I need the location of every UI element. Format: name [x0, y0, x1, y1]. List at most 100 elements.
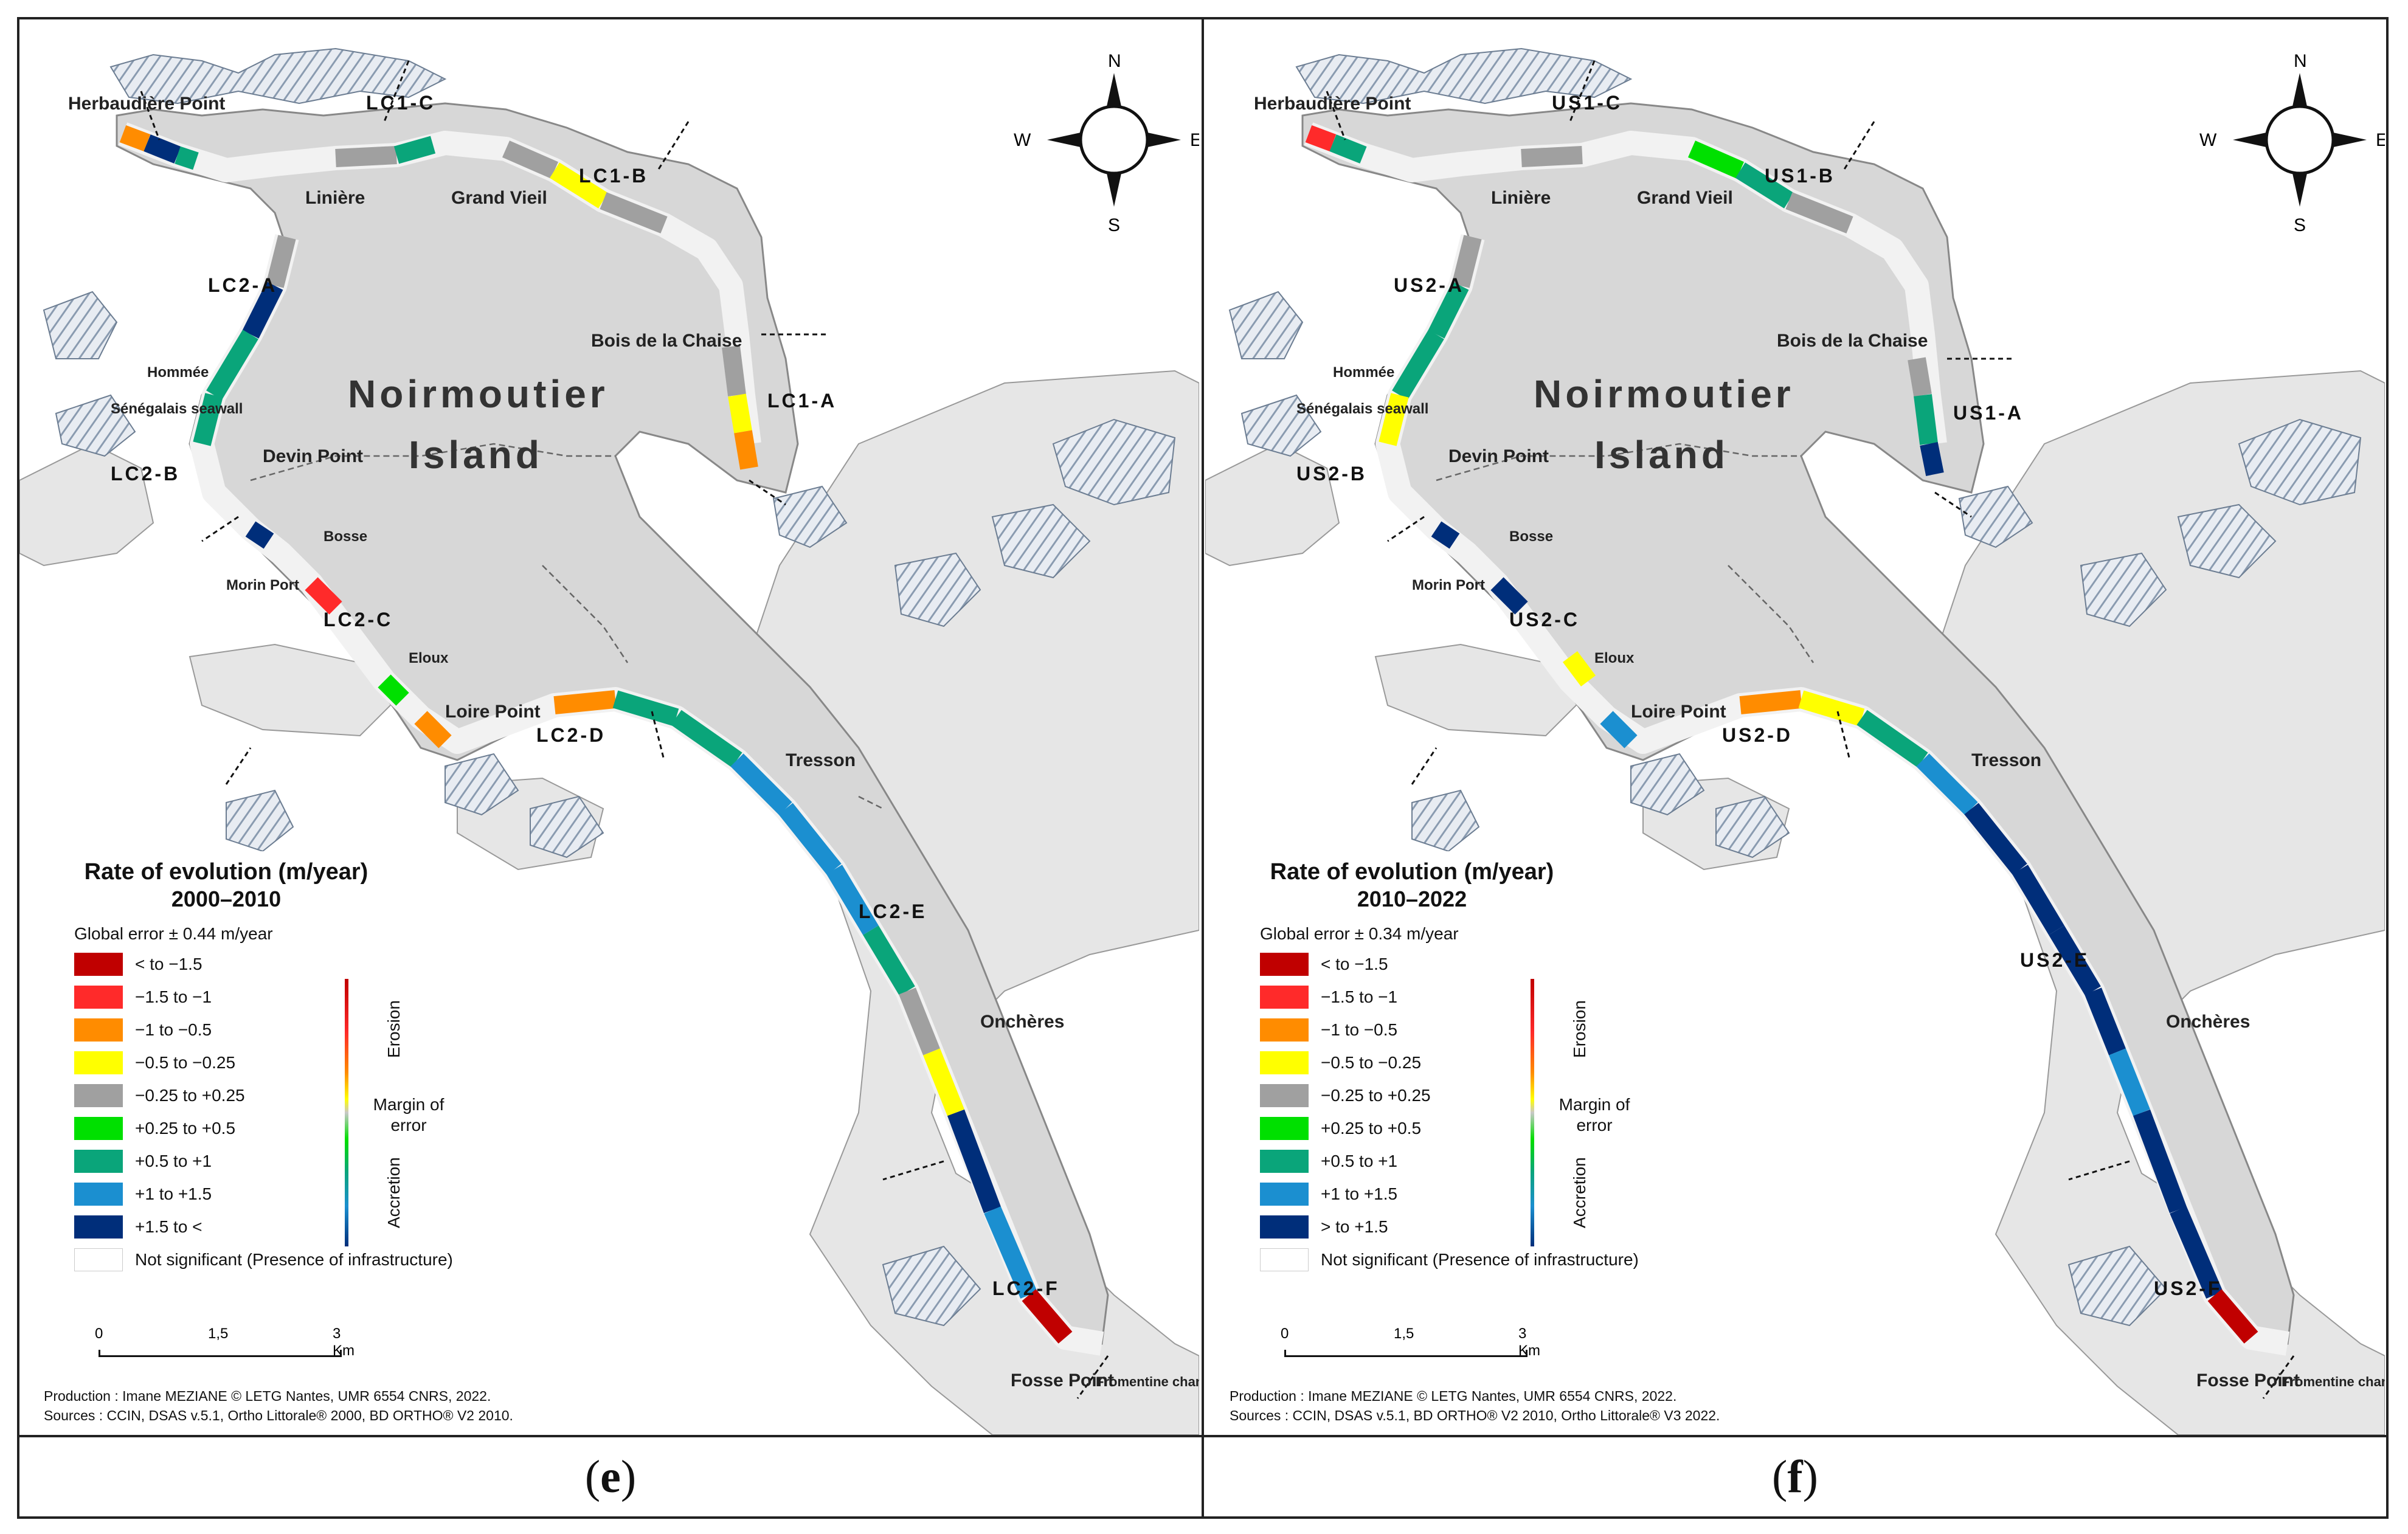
compass-w: W	[1014, 130, 1031, 150]
rocky-foreshore	[1228, 47, 2362, 1327]
legend-class: +0.25 to +0.5	[1260, 1116, 1421, 1141]
compass-n: N	[1108, 51, 1121, 71]
place-herbaudiere: Herbaudière Point	[1254, 94, 1411, 114]
island-name-line2: Island	[1594, 433, 1729, 477]
legend-swatch	[1260, 1051, 1309, 1074]
map-panel-e: Noirmoutier Island Herbaudière Point Lin…	[19, 18, 1205, 1435]
commune-boundaries	[1436, 443, 1815, 663]
place-fosse-point: Fosse Point	[1011, 1370, 1114, 1391]
legend-class: +1 to +1.5	[74, 1181, 212, 1207]
legend-class: −0.5 to −0.25	[74, 1050, 235, 1076]
place-eloux: Eloux	[409, 650, 449, 666]
caption-e: (e)	[19, 1435, 1202, 1517]
legend-swatch	[1260, 1248, 1309, 1271]
place-fosse-point: Fosse Point	[2196, 1370, 2300, 1391]
legend-gradient-bar	[1531, 979, 1534, 1246]
place-oncheres: Onchères	[2166, 1012, 2250, 1032]
legend-class: −0.25 to +0.25	[1260, 1083, 1431, 1108]
segment-lc1-b: LC1-B	[579, 165, 648, 187]
legend-title: Rate of evolution (m/year)	[84, 859, 368, 885]
place-bois-chaise: Bois de la Chaise	[1777, 331, 1928, 351]
legend-label: +1 to +1.5	[1321, 1184, 1398, 1203]
legend-label: < to −1.5	[1321, 955, 1388, 973]
legend-swatch	[74, 1084, 123, 1107]
legend-label: Not significant (Presence of infrastruct…	[135, 1250, 453, 1269]
segment-us2-b: US2-B	[1296, 463, 1367, 485]
place-bois-chaise: Bois de la Chaise	[591, 331, 742, 351]
legend-error: Global error ± 0.44 m/year	[74, 924, 273, 943]
commune-boundaries	[250, 443, 884, 810]
place-oncheres: Onchères	[980, 1012, 1064, 1032]
place-loire-point: Loire Point	[445, 702, 541, 722]
legend-accretion: Accretion	[1570, 1157, 1589, 1228]
legend-margin: Margin of error	[373, 1095, 445, 1135]
section-boundaries	[1326, 60, 2295, 1399]
legend-swatch	[1260, 1150, 1309, 1173]
scale-0: 0	[1281, 1325, 1289, 1342]
section-boundaries	[140, 60, 1109, 1399]
legend-label: +0.5 to +1	[135, 1152, 212, 1170]
place-grand-vieil: Grand Vieil	[1637, 188, 1733, 208]
map-f-svg: Noirmoutier Island Herbaudière Point Lin…	[1205, 47, 2385, 1435]
legend-swatch	[1260, 1117, 1309, 1140]
legend-class: −1 to −0.5	[1260, 1017, 1397, 1043]
scale-line	[99, 1350, 342, 1357]
map-panel-f: Noirmoutier Island Herbaudière Point Lin…	[1205, 18, 2391, 1435]
place-eloux: Eloux	[1594, 650, 1635, 666]
legend-label: −0.25 to +0.25	[135, 1086, 245, 1105]
segment-lc2-c: LC2-C	[323, 609, 393, 631]
caption-letter-f: f	[1787, 1451, 1803, 1502]
legend-swatch	[1260, 1018, 1309, 1042]
legend-label: −0.25 to +0.25	[1321, 1086, 1431, 1105]
place-hommee: Hommée	[147, 364, 209, 381]
place-tresson: Tresson	[1971, 750, 2041, 770]
legend-period: 2010–2022	[1357, 886, 1467, 911]
legend-label: −1 to −0.5	[1321, 1020, 1398, 1039]
legend-label: +1.5 to <	[135, 1217, 202, 1236]
place-devin-point: Devin Point	[1448, 446, 1549, 466]
legend-class: +1 to +1.5	[1260, 1181, 1397, 1207]
legend-error: Global error ± 0.34 m/year	[1260, 924, 1459, 943]
place-herbaudiere: Herbaudière Point	[68, 94, 225, 114]
legend-label: +0.5 to +1	[1321, 1152, 1398, 1170]
place-fromentine: Fromentine channel	[1096, 1374, 1199, 1389]
place-fromentine: Fromentine channel	[2282, 1374, 2385, 1389]
segment-us2-c: US2-C	[1509, 609, 1580, 631]
legend-swatch	[1260, 953, 1309, 976]
legend-label: −0.5 to −0.25	[1321, 1053, 1422, 1072]
legend-class: −0.5 to −0.25	[1260, 1050, 1421, 1076]
panel-divider	[1202, 17, 1204, 1519]
legend-class: −1.5 to −1	[74, 984, 212, 1010]
compass-s: S	[1108, 215, 1120, 235]
credits-f: Production : Imane MEZIANE © LETG Nantes…	[1230, 1386, 1720, 1425]
place-loire-point: Loire Point	[1631, 702, 1726, 722]
island-name-line1: Noirmoutier	[1534, 372, 1794, 416]
legend-swatch	[74, 953, 123, 976]
legend-swatch	[74, 986, 123, 1009]
island-name-line1: Noirmoutier	[348, 372, 609, 416]
scale-line	[1284, 1350, 1527, 1357]
segment-us1-c: US1-C	[1552, 92, 1622, 114]
place-liniere: Linière	[1491, 188, 1551, 208]
segment-lc1-c: LC1-C	[366, 92, 435, 114]
legend-margin: Margin of error	[1559, 1095, 1630, 1135]
legend-label: +0.25 to +0.5	[1321, 1119, 1422, 1138]
segment-lc1-a: LC1-A	[767, 390, 837, 412]
segment-lc2-f: LC2-F	[992, 1277, 1060, 1299]
legend-label: < to −1.5	[135, 955, 202, 973]
segment-us2-d: US2-D	[1722, 724, 1793, 746]
rocky-foreshore	[43, 47, 1176, 1327]
legend-swatch	[74, 1051, 123, 1074]
legend-label: +1 to +1.5	[135, 1184, 212, 1203]
legend-class: +0.5 to +1	[1260, 1149, 1397, 1174]
scale-bar-e: 0 1,5 3 Km	[95, 1325, 355, 1362]
legend-swatch	[1260, 986, 1309, 1009]
legend-class: < to −1.5	[1260, 952, 1388, 977]
segment-lc2-d: LC2-D	[536, 724, 606, 746]
scale-0: 0	[95, 1325, 103, 1342]
scale-end: 3 Km	[1518, 1325, 1540, 1359]
compass-e: E	[1190, 130, 1199, 150]
legend-swatch	[74, 1117, 123, 1140]
caption-letter-e: e	[600, 1451, 621, 1502]
legend-swatch	[74, 1018, 123, 1042]
